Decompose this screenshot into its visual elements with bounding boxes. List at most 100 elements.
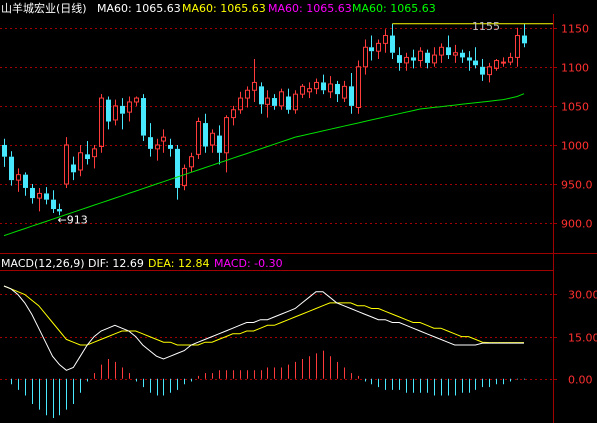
candle-body (363, 46, 368, 68)
candle-body (231, 109, 236, 119)
dif-value: DIF: 12.69 (88, 257, 144, 270)
candle-body (64, 144, 69, 185)
macd-value: MACD: -0.30 (214, 257, 283, 270)
price-tick-label: 1100 (561, 62, 589, 75)
candle (349, 73, 354, 114)
candle (321, 74, 326, 95)
candle-body (404, 56, 409, 64)
candle (293, 90, 298, 114)
candle-body (508, 56, 513, 63)
candle (196, 117, 201, 160)
high-annotation: 1155 (472, 20, 500, 33)
candle (57, 203, 62, 216)
candle (23, 172, 28, 196)
candle-body (148, 137, 153, 149)
candle (203, 113, 208, 153)
candle-body (397, 55, 402, 63)
candle-body (467, 57, 472, 61)
candle-body (480, 66, 485, 75)
ma60-label-1: MA60: 1065.63 (97, 2, 181, 15)
candle-body (383, 35, 388, 44)
candle-body (432, 54, 437, 64)
ma60-line (3, 93, 525, 237)
candle-body (78, 152, 83, 171)
candle-body (161, 136, 166, 142)
candle (279, 88, 284, 110)
candle-body (57, 209, 62, 212)
candle (231, 105, 236, 126)
candle-body (460, 52, 465, 58)
candle (217, 125, 222, 165)
candle (259, 82, 264, 114)
candle-body (189, 156, 194, 168)
candle-body (37, 192, 42, 199)
candle (453, 44, 458, 63)
candle-body (501, 61, 506, 64)
candle (224, 115, 229, 173)
candle-body (203, 123, 208, 147)
ma60-label-2: MA60: 1065.63 (182, 2, 266, 15)
candle (494, 58, 499, 71)
candle (78, 144, 83, 177)
candle-body (293, 93, 298, 111)
candle-body (411, 57, 416, 61)
candle-body (515, 35, 520, 58)
candle-body (349, 86, 354, 106)
candle (99, 94, 104, 153)
candle (9, 151, 14, 186)
macd-histogram (11, 350, 525, 418)
candle-body (342, 85, 347, 99)
candle (182, 164, 187, 191)
candle (106, 96, 111, 130)
price-tick-label: 1000 (561, 140, 589, 153)
macd-indicator-name: MACD(12,26,9) (1, 257, 85, 270)
macd-y-axis: 30.00 15.00 0.00 (553, 289, 597, 387)
candle-body (252, 81, 257, 91)
dif-line (3, 285, 524, 371)
candle-body (300, 85, 305, 95)
candle (487, 62, 492, 83)
candle (314, 78, 319, 95)
candle (376, 39, 381, 59)
low-annotation: ←913 (58, 213, 88, 226)
candle (30, 184, 35, 204)
candle-body (224, 117, 229, 154)
candle-body (446, 47, 451, 56)
candle-body (155, 144, 160, 150)
candle (501, 57, 506, 67)
candle (425, 49, 430, 69)
candle-body (2, 144, 7, 157)
candle-body (51, 199, 56, 210)
candle-body (286, 96, 291, 110)
candle-body (127, 101, 132, 113)
candle-body (210, 132, 215, 146)
candle (252, 58, 257, 102)
dea-value: DEA: 12.84 (148, 257, 209, 270)
candle (85, 141, 90, 165)
dea-line (3, 285, 524, 346)
candle (92, 144, 97, 169)
candle-body (487, 66, 492, 76)
candle (446, 35, 451, 59)
candle (148, 123, 153, 157)
candle-body (272, 98, 277, 106)
candle-body (522, 35, 527, 44)
candle-body (99, 97, 104, 148)
candle-body (23, 174, 28, 188)
candle (369, 35, 374, 61)
candle-body (390, 35, 395, 53)
candle (155, 138, 160, 161)
candle-body (141, 98, 146, 136)
candle-body (376, 42, 381, 52)
price-tick-label: 900.0 (561, 218, 593, 231)
candle-body (369, 47, 374, 52)
candle (342, 80, 347, 102)
candle (44, 187, 49, 205)
candle (356, 60, 361, 114)
candle-body (279, 91, 284, 107)
price-tick-label: 1050 (561, 101, 589, 114)
candle (467, 51, 472, 71)
candle (265, 90, 270, 118)
